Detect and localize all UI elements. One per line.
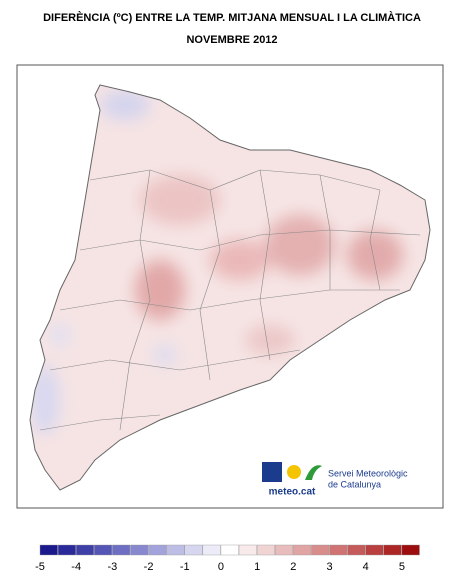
- legend-label: 4: [363, 561, 369, 573]
- legend-label: -5: [35, 561, 45, 573]
- title: DIFERÈNCIA (ºC) ENTRE LA TEMP. MITJANA M…: [43, 11, 421, 24]
- legend-swatch: [275, 544, 294, 556]
- legend-swatch: [347, 544, 366, 556]
- legend-swatch: [57, 544, 76, 556]
- legend-swatch: [365, 544, 384, 556]
- legend-label: 3: [326, 561, 332, 573]
- legend-label: 1: [254, 561, 260, 573]
- legend-swatch: [202, 544, 221, 556]
- logo-site: meteo.cat: [269, 487, 316, 498]
- legend-label: 2: [290, 561, 296, 573]
- legend-swatch: [401, 544, 420, 556]
- legend-label: -1: [180, 561, 190, 573]
- legend-swatch: [94, 544, 113, 556]
- subtitle: NOVEMBRE 2012: [186, 34, 277, 46]
- legend-swatch: [130, 544, 149, 556]
- logo-line: de Catalunya: [328, 479, 381, 489]
- legend: -5 -4 -3 -2 -1 0 1 2 3 4 5: [35, 544, 420, 573]
- legend-swatch: [329, 544, 348, 556]
- legend-label: -2: [144, 561, 154, 573]
- legend-swatch: [293, 544, 312, 556]
- legend-swatch: [148, 544, 167, 556]
- legend-label: 0: [218, 561, 224, 573]
- legend-label: -4: [71, 561, 81, 573]
- legend-swatch: [75, 544, 94, 556]
- legend-label: -3: [107, 561, 117, 573]
- legend-swatch: [238, 544, 257, 556]
- legend-swatch: [383, 544, 402, 556]
- legend-swatch: [166, 544, 185, 556]
- legend-swatch: [184, 544, 203, 556]
- logo: meteo.cat Servei Meteorològic de Catalun…: [262, 462, 408, 498]
- legend-swatch: [39, 544, 58, 556]
- legend-swatch: [220, 544, 239, 556]
- legend-swatch: [112, 544, 131, 556]
- legend-swatch: [256, 544, 275, 556]
- logo-line: Servei Meteorològic: [328, 468, 408, 478]
- legend-label: 5: [399, 561, 405, 573]
- legend-swatch: [311, 544, 330, 556]
